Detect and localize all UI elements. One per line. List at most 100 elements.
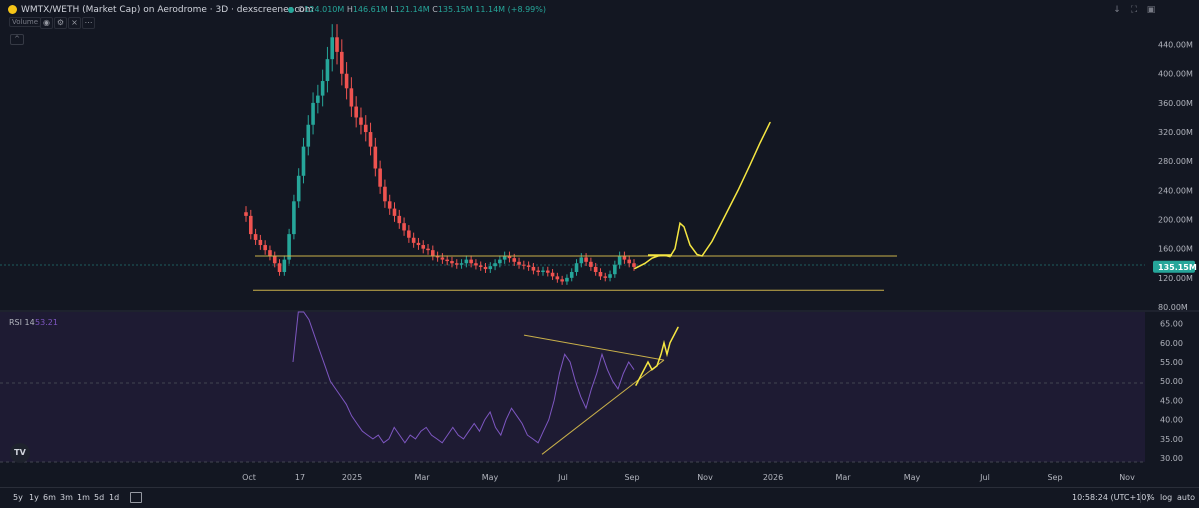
percent-scale-button[interactable]: %	[1147, 493, 1155, 502]
candle-body	[340, 51, 344, 74]
rsi-axis-tick: 30.00	[1160, 454, 1183, 463]
time-axis-tick: May	[904, 473, 921, 482]
candle-body	[531, 266, 536, 271]
arrow-down-icon[interactable]: ↓	[1113, 5, 1121, 15]
collapse-icon[interactable]: ^	[10, 34, 24, 45]
eye-icon[interactable]: ◉	[40, 17, 53, 29]
candle-body	[555, 276, 560, 280]
candle-body	[560, 279, 564, 282]
time-axis-tick: Jul	[557, 473, 568, 482]
range-5y-button[interactable]: 5y	[13, 493, 23, 502]
price-axis-tick: 80.00M	[1158, 303, 1188, 312]
ohlc-low-key: L	[390, 5, 395, 14]
candle-body	[411, 237, 416, 243]
price-axis-tick: 120.00M	[1158, 274, 1193, 283]
range-1d-button[interactable]: 1d	[109, 493, 120, 502]
screenshot-icon[interactable]: ▣	[1146, 5, 1156, 15]
market-status-dot	[288, 7, 294, 13]
candle-body	[589, 261, 593, 267]
price-axis-tick: 400.00M	[1158, 70, 1193, 79]
ohlc-high-value: 146.61M	[352, 5, 388, 14]
candle-body	[416, 242, 421, 246]
candle-body	[306, 124, 311, 147]
candle-body	[598, 272, 603, 277]
candle-body	[608, 274, 612, 278]
candle-body	[301, 146, 306, 176]
calendar-icon[interactable]	[130, 492, 142, 503]
candle-body	[498, 259, 502, 264]
range-6m-button[interactable]: 6m	[43, 493, 56, 502]
rsi-legend-title: RSI 14	[9, 318, 35, 327]
range-1y-button[interactable]: 1y	[29, 493, 39, 502]
rsi-projection-drawing	[635, 326, 679, 386]
candle-body	[335, 37, 339, 52]
candle-body	[402, 223, 406, 231]
range-3m-button[interactable]: 3m	[60, 493, 73, 502]
candle-body	[287, 234, 291, 260]
candle-body	[397, 215, 402, 224]
candle-body	[392, 208, 397, 216]
price-projection-drawing	[634, 121, 771, 270]
price-axis-tick: 320.00M	[1158, 128, 1193, 137]
candle-body	[383, 186, 387, 202]
candle-body	[454, 263, 459, 265]
close-icon[interactable]: ×	[68, 17, 81, 29]
rsi-axis-tick: 50.00	[1160, 377, 1183, 386]
candle-body	[603, 276, 608, 278]
chart-canvas[interactable]: 440.00M 400.00M 360.00M 320.00M 280.00M 240.0…	[0, 0, 1199, 487]
ohlc-change-value: 11.14M (+8.99%)	[475, 5, 546, 14]
candle-body	[450, 261, 454, 264]
time-axis-tick: Nov	[697, 473, 713, 482]
time-axis-tick: Mar	[835, 473, 851, 482]
bottom-toolbar: 5y 1y 6m 3m 1m 5d 1d 10:58:24 (UTC+10) %…	[0, 487, 1199, 508]
candle-body	[431, 250, 435, 256]
range-5d-button[interactable]: 5d	[94, 493, 105, 502]
dexscreener-logo	[8, 5, 17, 14]
candle-body	[569, 272, 574, 278]
time-axis-tick: Sep	[624, 473, 639, 482]
divider	[1140, 492, 1141, 503]
candle-body	[632, 263, 636, 267]
candle-body	[435, 255, 440, 258]
candle-body	[316, 95, 320, 103]
candle-body	[373, 146, 378, 169]
candle-body	[478, 265, 483, 267]
candle-body	[459, 263, 464, 265]
settings-icon[interactable]: ⚙	[54, 17, 67, 29]
candle-body	[320, 81, 325, 96]
price-axis-tick: 160.00M	[1158, 245, 1193, 254]
rsi-overbought-band	[0, 312, 1145, 462]
rsi-line	[292, 311, 635, 444]
time-axis-tick: May	[482, 473, 499, 482]
candle-body	[445, 259, 449, 262]
range-1m-button[interactable]: 1m	[77, 493, 90, 502]
candle-body	[541, 270, 545, 273]
candle-body	[502, 255, 507, 260]
fullscreen-icon[interactable]: ⛶	[1130, 5, 1138, 15]
candle-body	[407, 230, 411, 238]
tradingview-logo[interactable]: TV	[10, 443, 30, 463]
rsi-axis-tick: 45.00	[1160, 396, 1183, 405]
candle-body	[272, 255, 277, 264]
more-icon[interactable]: ⋯	[82, 17, 95, 29]
candle-body	[349, 88, 354, 107]
volume-label: Volume	[9, 17, 42, 27]
rsi-legend: RSI 14 53.21	[9, 318, 58, 327]
time-axis-tick: Nov	[1119, 473, 1135, 482]
candle-body	[363, 124, 368, 133]
time-axis-tick: 2025	[342, 473, 362, 482]
candle-body	[378, 168, 382, 187]
rsi-axis-tick: 65.00	[1160, 320, 1183, 329]
rsi-axis-tick: 35.00	[1160, 435, 1183, 444]
candle-body	[536, 270, 540, 273]
log-scale-button[interactable]: log	[1160, 493, 1173, 502]
auto-scale-button[interactable]: auto	[1177, 493, 1196, 502]
candle-body	[330, 37, 335, 60]
candle-body	[622, 255, 627, 260]
candle-body	[253, 234, 258, 240]
candle-body	[469, 259, 473, 264]
candle-body	[426, 248, 430, 251]
ohlc-open-key: O	[298, 5, 305, 14]
last-price-badge	[1153, 260, 1195, 273]
time-axis-tick: 17	[295, 473, 305, 482]
